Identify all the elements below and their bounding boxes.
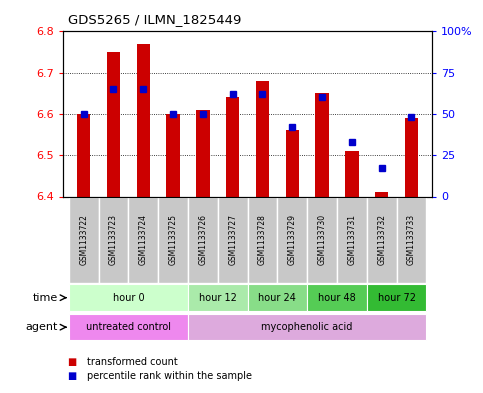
Bar (128, 196, 158, 283)
Bar (337, 196, 367, 283)
Text: percentile rank within the sample: percentile rank within the sample (87, 371, 252, 381)
Text: hour 0: hour 0 (113, 293, 144, 303)
Text: transformed count: transformed count (87, 356, 178, 367)
Bar (69, 314, 188, 340)
Bar (166, 114, 180, 196)
Bar (248, 285, 307, 311)
Bar (307, 196, 337, 283)
Text: GSM1133726: GSM1133726 (199, 214, 207, 265)
Bar (218, 196, 248, 283)
Text: GSM1133731: GSM1133731 (347, 214, 356, 265)
Text: mycophenolic acid: mycophenolic acid (261, 322, 353, 332)
Text: time: time (33, 293, 58, 303)
Text: untreated control: untreated control (86, 322, 171, 332)
Text: ■: ■ (68, 371, 77, 381)
Bar (99, 196, 128, 283)
Text: GDS5265 / ILMN_1825449: GDS5265 / ILMN_1825449 (68, 13, 241, 26)
Text: GSM1133729: GSM1133729 (288, 214, 297, 265)
Text: hour 12: hour 12 (199, 293, 237, 303)
Bar (367, 196, 397, 283)
Bar (248, 196, 277, 283)
Text: GSM1133722: GSM1133722 (79, 214, 88, 265)
Text: GSM1133724: GSM1133724 (139, 214, 148, 265)
Bar (107, 52, 120, 196)
Text: hour 48: hour 48 (318, 293, 356, 303)
Text: GSM1133732: GSM1133732 (377, 214, 386, 265)
Bar (345, 151, 358, 196)
Text: GSM1133727: GSM1133727 (228, 214, 237, 265)
Bar (196, 110, 210, 196)
Bar (285, 130, 299, 196)
Text: GSM1133725: GSM1133725 (169, 214, 178, 265)
Bar (188, 314, 426, 340)
Bar (69, 285, 188, 311)
Text: GSM1133730: GSM1133730 (317, 214, 327, 265)
Bar (307, 285, 367, 311)
Bar (277, 196, 307, 283)
Bar (226, 97, 240, 196)
Bar (77, 114, 90, 196)
Text: GSM1133728: GSM1133728 (258, 214, 267, 265)
Bar (397, 196, 426, 283)
Text: ■: ■ (68, 356, 77, 367)
Bar (69, 196, 99, 283)
Text: GSM1133723: GSM1133723 (109, 214, 118, 265)
Bar (315, 93, 329, 196)
Text: hour 24: hour 24 (258, 293, 296, 303)
Bar (137, 44, 150, 196)
Bar (256, 81, 269, 196)
Bar (375, 193, 388, 196)
Bar (367, 285, 426, 311)
Bar (188, 196, 218, 283)
Text: agent: agent (26, 322, 58, 332)
Bar (158, 196, 188, 283)
Text: hour 72: hour 72 (378, 293, 415, 303)
Text: GSM1133733: GSM1133733 (407, 214, 416, 265)
Bar (405, 118, 418, 196)
Bar (188, 285, 248, 311)
